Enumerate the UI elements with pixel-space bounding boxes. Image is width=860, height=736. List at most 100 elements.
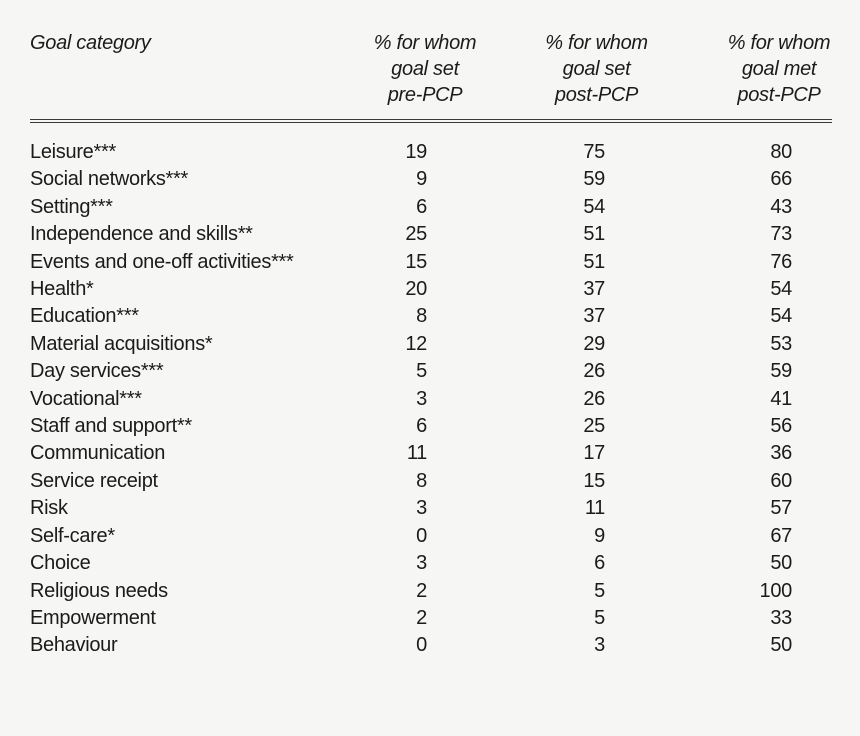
table-row: Day services*** 5 26 59 xyxy=(30,358,832,385)
header-line: post-PCP xyxy=(737,84,821,106)
goals-table: Goal category % for whom goal set pre-PC… xyxy=(30,30,832,660)
category-cell: Vocational*** xyxy=(30,387,142,410)
header-line: % for whom xyxy=(373,32,477,54)
table-row: Education*** 8 37 54 xyxy=(30,303,832,330)
category-cell: Day services*** xyxy=(30,360,164,383)
column-header-goal-category: Goal category xyxy=(30,30,325,123)
table-row: Material acquisitions* 12 29 53 xyxy=(30,331,832,358)
post-pcp-set-cell: 11 xyxy=(584,497,605,520)
header-line: % for whom xyxy=(545,32,648,54)
category-cell: Communication xyxy=(30,442,166,465)
post-pcp-set-cell: 25 xyxy=(583,415,605,438)
category-cell: Behaviour xyxy=(30,634,118,657)
category-cell: Leisure*** xyxy=(30,141,116,163)
table-row: Choice 3 6 50 xyxy=(30,550,832,577)
category-cell: Events and one-off activities*** xyxy=(30,250,294,273)
table-row: Service receipt 8 15 60 xyxy=(30,468,832,495)
post-pcp-met-cell: 36 xyxy=(770,442,792,465)
post-pcp-set-cell: 54 xyxy=(583,195,605,218)
post-pcp-met-cell: 66 xyxy=(770,168,792,191)
post-pcp-met-cell: 56 xyxy=(770,415,792,438)
column-header-goal-met-post-pcp: % for whom goal met post-PCP xyxy=(660,30,832,123)
category-cell: Risk xyxy=(30,497,68,520)
category-cell: Service receipt xyxy=(30,469,158,492)
post-pcp-met-cell: 43 xyxy=(770,195,792,218)
post-pcp-set-cell: 29 xyxy=(583,332,605,355)
pre-pcp-set-cell: 15 xyxy=(405,250,427,273)
category-cell: Staff and support** xyxy=(30,415,192,438)
post-pcp-set-cell: 75 xyxy=(583,141,605,163)
header-line: pre-PCP xyxy=(387,84,463,106)
pre-pcp-set-cell: 2 xyxy=(416,579,427,602)
column-header-goal-set-pre-pcp: % for whom goal set pre-PCP xyxy=(325,30,485,123)
category-cell: Independence and skills** xyxy=(30,223,253,246)
post-pcp-set-cell: 17 xyxy=(583,442,605,465)
pre-pcp-set-cell: 11 xyxy=(406,442,427,465)
pre-pcp-set-cell: 19 xyxy=(405,141,427,163)
post-pcp-set-cell: 37 xyxy=(583,278,605,301)
table-row: Self-care* 0 9 67 xyxy=(30,523,832,550)
post-pcp-met-cell: 76 xyxy=(770,250,792,273)
table-row: Social networks*** 9 59 66 xyxy=(30,166,832,193)
pre-pcp-set-cell: 9 xyxy=(416,168,427,191)
pre-pcp-set-cell: 6 xyxy=(416,415,427,438)
pre-pcp-set-cell: 8 xyxy=(416,305,427,328)
table-row: Events and one-off activities*** 15 51 76 xyxy=(30,249,832,276)
table-header: Goal category % for whom goal set pre-PC… xyxy=(30,30,832,123)
category-cell: Religious needs xyxy=(30,579,168,602)
table-body: Leisure*** 19 75 80 Social networks*** 9 59 66 S… xyxy=(30,121,832,660)
pre-pcp-set-cell: 25 xyxy=(405,223,427,246)
column-header-goal-set-post-pcp: % for whom goal set post-PCP xyxy=(485,30,660,123)
category-cell: Choice xyxy=(30,552,91,575)
post-pcp-set-cell: 37 xyxy=(583,305,605,328)
table-row: Behaviour 0 3 50 xyxy=(30,632,832,659)
pre-pcp-set-cell: 3 xyxy=(416,552,427,575)
pre-pcp-set-cell: 20 xyxy=(405,278,427,301)
post-pcp-met-cell: 54 xyxy=(770,305,792,328)
post-pcp-met-cell: 53 xyxy=(770,332,792,355)
category-cell: Self-care* xyxy=(30,524,115,547)
post-pcp-set-cell: 59 xyxy=(583,168,605,191)
table-row: Empowerment 2 5 33 xyxy=(30,605,832,632)
post-pcp-met-cell: 73 xyxy=(770,223,792,246)
post-pcp-met-cell: 59 xyxy=(770,360,792,383)
header-line: goal met xyxy=(741,58,817,80)
header-line: % for whom xyxy=(727,32,831,54)
pre-pcp-set-cell: 8 xyxy=(416,469,427,492)
category-cell: Health* xyxy=(30,278,94,301)
goals-table-container: Goal category % for whom goal set pre-PC… xyxy=(30,30,832,660)
table-row: Setting*** 6 54 43 xyxy=(30,194,832,221)
header-row: Goal category % for whom goal set pre-PC… xyxy=(30,30,832,123)
post-pcp-set-cell: 26 xyxy=(583,360,605,383)
category-cell: Empowerment xyxy=(30,606,156,629)
post-pcp-set-cell: 51 xyxy=(583,223,605,246)
table-row: Staff and support** 6 25 56 xyxy=(30,413,832,440)
post-pcp-set-cell: 5 xyxy=(594,606,605,629)
post-pcp-set-cell: 51 xyxy=(583,250,605,273)
category-cell: Setting*** xyxy=(30,195,113,218)
post-pcp-set-cell: 5 xyxy=(594,579,605,602)
pre-pcp-set-cell: 6 xyxy=(416,195,427,218)
table-row: Leisure*** 19 75 80 xyxy=(30,121,832,166)
header-line: post-PCP xyxy=(554,84,639,106)
table-row: Vocational*** 3 26 41 xyxy=(30,386,832,413)
header-line: goal set xyxy=(391,58,459,80)
post-pcp-set-cell: 6 xyxy=(594,552,605,575)
pre-pcp-set-cell: 3 xyxy=(416,387,427,410)
post-pcp-met-cell: 54 xyxy=(770,278,792,301)
post-pcp-set-cell: 26 xyxy=(583,387,605,410)
post-pcp-set-cell: 15 xyxy=(583,469,605,492)
pre-pcp-set-cell: 12 xyxy=(405,332,427,355)
table-row: Communication 11 17 36 xyxy=(30,440,832,467)
table-row: Religious needs 2 5 100 xyxy=(30,578,832,605)
table-row: Health* 20 37 54 xyxy=(30,276,832,303)
post-pcp-met-cell: 33 xyxy=(770,606,792,629)
table-row: Risk 3 11 57 xyxy=(30,495,832,522)
post-pcp-met-cell: 57 xyxy=(770,497,792,520)
pre-pcp-set-cell: 5 xyxy=(416,360,427,383)
category-cell: Social networks*** xyxy=(30,168,189,191)
header-line: goal set xyxy=(562,58,631,80)
pre-pcp-set-cell: 2 xyxy=(416,606,427,629)
post-pcp-set-cell: 9 xyxy=(594,524,605,547)
